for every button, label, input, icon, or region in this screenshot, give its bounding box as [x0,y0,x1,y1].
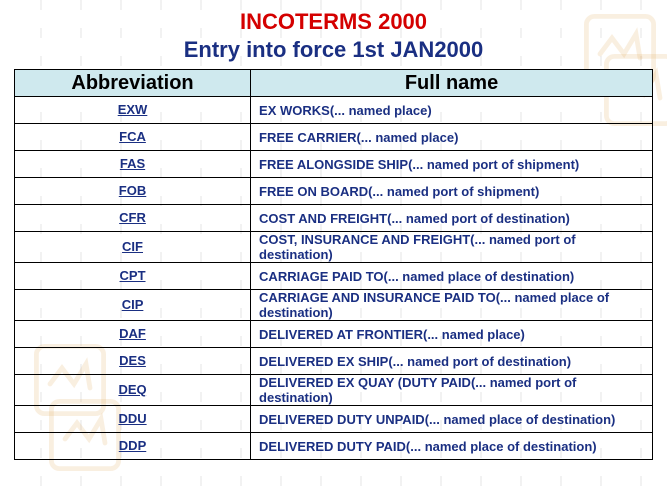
fullname-cell: FREE ON BOARD(... named port of shipment… [251,178,653,205]
fullname-cell: DELIVERED EX QUAY (DUTY PAID(... named p… [251,375,653,406]
abbr-link-deq[interactable]: DEQ [118,382,146,397]
fullname-cell: DELIVERED DUTY PAID(... named place of d… [251,433,653,460]
table-row: FCA FREE CARRIER(... named place) [15,124,653,151]
abbr-link-cpt[interactable]: CPT [120,268,146,283]
fullname-cell: COST AND FREIGHT(... named port of desti… [251,205,653,232]
fullname-cell: DELIVERED AT FRONTIER(... named place) [251,321,653,348]
abbr-link-fas[interactable]: FAS [120,156,145,171]
table-row: DEQ DELIVERED EX QUAY (DUTY PAID(... name… [15,375,653,406]
table-row: FOB FREE ON BOARD(... named port of shipm… [15,178,653,205]
abbr-link-fob[interactable]: FOB [119,183,146,198]
fullname-cell: FREE CARRIER(... named place) [251,124,653,151]
abbr-cell: CIP [15,290,251,321]
table-row: DDU DELIVERED DUTY UNPAID(... named place… [15,406,653,433]
table-row: CIF COST, INSURANCE AND FREIGHT(... named… [15,232,653,263]
abbr-cell: CFR [15,205,251,232]
abbr-link-ddu[interactable]: DDU [118,411,146,426]
table-row: FAS FREE ALONGSIDE SHIP(... named port of… [15,151,653,178]
fullname-cell: CARRIAGE PAID TO(... named place of dest… [251,263,653,290]
table-row: EXW EX WORKS(... named place) [15,97,653,124]
table-header-row: Abbreviation Full name [15,70,653,97]
table-body: EXW EX WORKS(... named place) FCA FREE CARR… [15,97,653,460]
title-line2: Entry into force 1st JAN2000 [14,36,653,64]
table-row: DES DELIVERED EX SHIP(... named port of d… [15,348,653,375]
table-row: CFR COST AND FREIGHT(... named port of de… [15,205,653,232]
abbr-cell: FOB [15,178,251,205]
abbr-cell: FAS [15,151,251,178]
abbr-link-ddp[interactable]: DDP [119,438,146,453]
fullname-cell: DELIVERED EX SHIP(... named port of dest… [251,348,653,375]
abbr-cell: DES [15,348,251,375]
table-row: DDP DELIVERED DUTY PAID(... named place o… [15,433,653,460]
fullname-cell: DELIVERED DUTY UNPAID(... named place of… [251,406,653,433]
abbr-link-daf[interactable]: DAF [119,326,146,341]
abbr-cell: FCA [15,124,251,151]
table-row: CPT CARRIAGE PAID TO(... named place of d… [15,263,653,290]
title-line1: INCOTERMS 2000 [14,8,653,36]
fullname-cell: COST, INSURANCE AND FREIGHT(... named po… [251,232,653,263]
fullname-cell: CARRIAGE AND INSURANCE PAID TO(... named… [251,290,653,321]
abbr-cell: DDU [15,406,251,433]
abbr-cell: DEQ [15,375,251,406]
incoterms-table: Abbreviation Full name EXW EX WORKS(... n… [14,69,653,460]
abbr-cell: CPT [15,263,251,290]
abbr-link-cfr[interactable]: CFR [119,210,146,225]
abbr-cell: CIF [15,232,251,263]
table-row: DAF DELIVERED AT FRONTIER(... named place… [15,321,653,348]
page-title: INCOTERMS 2000 Entry into force 1st JAN2… [14,8,653,63]
fullname-cell: FREE ALONGSIDE SHIP(... named port of sh… [251,151,653,178]
slide-content: INCOTERMS 2000 Entry into force 1st JAN2… [0,0,667,460]
abbr-link-exw[interactable]: EXW [118,102,148,117]
abbr-link-cip[interactable]: CIP [122,297,144,312]
fullname-cell: EX WORKS(... named place) [251,97,653,124]
abbr-cell: DDP [15,433,251,460]
abbr-link-fca[interactable]: FCA [119,129,146,144]
table-row: CIP CARRIAGE AND INSURANCE PAID TO(... na… [15,290,653,321]
header-fullname: Full name [251,70,653,97]
abbr-link-cif[interactable]: CIF [122,239,143,254]
header-abbreviation: Abbreviation [15,70,251,97]
abbr-cell: EXW [15,97,251,124]
abbr-link-des[interactable]: DES [119,353,146,368]
abbr-cell: DAF [15,321,251,348]
